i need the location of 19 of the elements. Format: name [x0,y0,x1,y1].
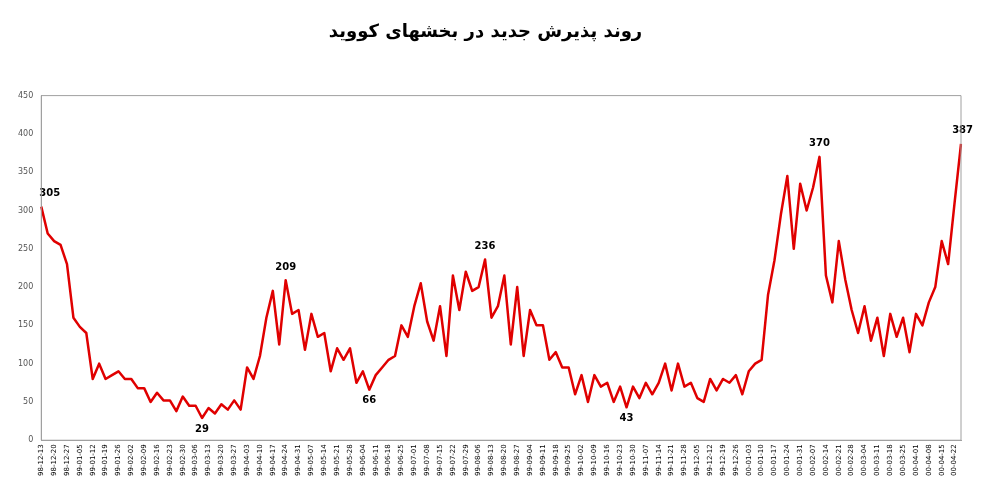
data-label: 236 [474,240,496,252]
data-label: 209 [275,260,297,272]
data-label: 305 [39,187,61,199]
data-label: 387 [952,124,974,136]
y-tick-label: 300 [17,205,34,215]
y-tick-label: 50 [23,397,34,407]
y-tick-label: 0 [28,435,34,445]
data-label: 43 [619,411,634,423]
y-tick-label: 150 [17,320,34,330]
chart-title: روند پذیرش جدید در بخشهای کووید [328,20,643,43]
y-tick-label: 100 [17,358,34,368]
data-label: 370 [809,137,830,149]
data-label: 66 [362,394,377,406]
y-tick-label: 350 [17,167,34,177]
y-tick-label: 450 [17,90,34,100]
y-tick-label: 250 [17,243,34,253]
y-tick-label: 400 [17,128,34,138]
data-label: 29 [195,422,210,434]
y-tick-label: 200 [17,282,34,292]
